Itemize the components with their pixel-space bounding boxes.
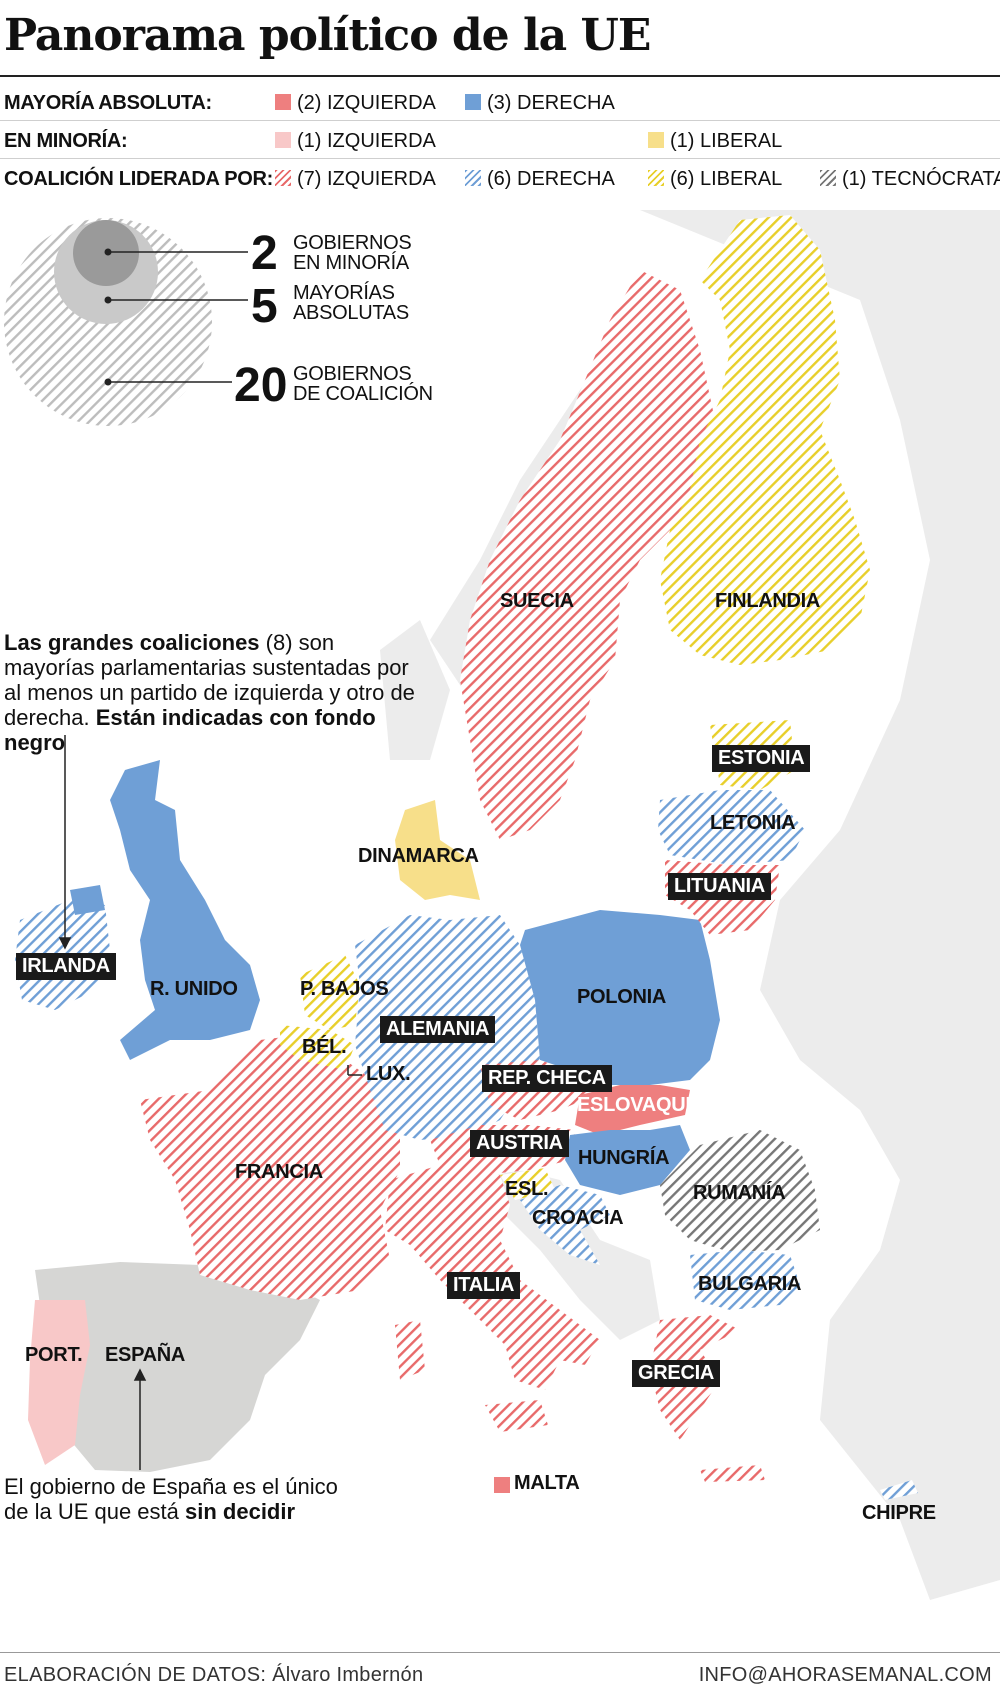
- legend-heading: EN MINORÍA:: [4, 130, 128, 152]
- country-spain: [35, 1262, 320, 1472]
- label-malta: MALTA: [514, 1472, 580, 1494]
- label-germany: ALEMANIA: [380, 1016, 496, 1043]
- summary-leader-lines: [108, 251, 248, 383]
- country-denmark: [395, 800, 480, 900]
- legend-item: (1) LIBERAL: [648, 130, 782, 153]
- country-poland: [520, 910, 720, 1085]
- solid-yellow-swatch: [648, 132, 664, 148]
- hatch-yellow-swatch: [648, 170, 664, 186]
- footer-credit: ELABORACIÓN DE DATOS: Álvaro Imbernón: [4, 1664, 424, 1686]
- country-romania: [660, 1130, 820, 1252]
- legend-item: (2) IZQUIERDA: [275, 92, 436, 115]
- solid-red-swatch: [275, 94, 291, 110]
- country-slovakia: [575, 1085, 690, 1135]
- label-italy: ITALIA: [447, 1272, 521, 1299]
- country-malta: [494, 1477, 510, 1493]
- legend-row-minority: EN MINORÍA: (1) IZQUIERDA (1) LIBERAL: [0, 122, 1000, 159]
- country-bulgaria: [690, 1250, 800, 1310]
- legend-item: (7) IZQUIERDA: [275, 168, 436, 191]
- hatch-blue-swatch: [465, 170, 481, 186]
- label-finland: FINLANDIA: [715, 590, 821, 612]
- label-estonia: ESTONIA: [712, 745, 811, 772]
- label-poland: POLONIA: [577, 986, 667, 1008]
- label-france: FRANCIA: [235, 1161, 323, 1183]
- legend-item: (3) DERECHA: [465, 92, 615, 115]
- legend-heading: MAYORÍA ABSOLUTA:: [4, 92, 212, 114]
- coalition-label: GOBIERNOS DE COALICIÓN: [293, 363, 433, 405]
- label-czech-republic: REP. CHECA: [482, 1065, 612, 1092]
- label-greece: GRECIA: [632, 1360, 720, 1387]
- legend-row-majority: MAYORÍA ABSOLUTA: (2) IZQUIERDA (3) DERE…: [0, 84, 1000, 121]
- label-cyprus: CHIPRE: [862, 1502, 936, 1524]
- footer-contact: INFO@AHORASEMANAL.COM: [698, 1664, 992, 1686]
- country-hungary: [565, 1125, 690, 1195]
- minority-count: 2: [251, 227, 278, 280]
- label-luxembourg: LUX.: [366, 1063, 411, 1085]
- country-portugal: [28, 1300, 90, 1465]
- country-cyprus: [880, 1480, 918, 1500]
- annotation-arrows: [58, 735, 362, 1470]
- hatch-red-swatch: [275, 170, 291, 186]
- legend-heading: COALICIÓN LIDERADA POR:: [4, 168, 274, 190]
- legend-item: (6) DERECHA: [465, 168, 615, 191]
- country-netherlands: [300, 955, 360, 1030]
- label-hungary: HUNGRÍA: [578, 1147, 670, 1169]
- solid-blue-swatch: [465, 94, 481, 110]
- majority-label: MAYORÍAS ABSOLUTAS: [293, 282, 409, 324]
- country-uk: [110, 760, 260, 1060]
- legend-item: (6) LIBERAL: [648, 168, 782, 191]
- label-uk: R. UNIDO: [150, 978, 238, 1000]
- label-lithuania: LITUANIA: [668, 873, 771, 900]
- legend-item: (1) TECNÓCRATA: [820, 168, 1000, 191]
- label-austria: AUSTRIA: [470, 1130, 569, 1157]
- label-slovenia: ESL.: [505, 1178, 549, 1200]
- country-sicily: [485, 1400, 548, 1432]
- country-crete: [700, 1465, 765, 1482]
- spain-note: El gobierno de España es el único de la …: [4, 1474, 338, 1524]
- label-romania: RUMANÍA: [693, 1182, 786, 1204]
- majority-count: 5: [251, 280, 278, 333]
- country-slovenia: [500, 1168, 555, 1200]
- country-northern-ireland: [70, 885, 105, 915]
- label-belgium: BÉL.: [302, 1036, 347, 1058]
- country-latvia: [658, 790, 805, 865]
- label-netherlands: P. BAJOS: [300, 978, 389, 1000]
- label-latvia: LETONIA: [710, 812, 796, 834]
- title-rule: [0, 75, 1000, 77]
- label-bulgaria: BULGARIA: [698, 1273, 802, 1295]
- label-slovakia: ESLOVAQUIA: [577, 1094, 705, 1116]
- legend-row-coalition: COALICIÓN LIDERADA POR: (7) IZQUIERDA (6…: [0, 160, 1000, 196]
- minority-label: GOBIERNOS EN MINORÍA: [293, 232, 412, 274]
- label-croatia: CROACIA: [532, 1207, 624, 1229]
- europe-map: [4, 210, 1000, 1600]
- country-belgium: [280, 1025, 355, 1070]
- label-portugal: PORT.: [25, 1344, 83, 1366]
- label-ireland: IRLANDA: [16, 953, 116, 980]
- label-denmark: DINAMARCA: [358, 845, 479, 867]
- footer-rule: [0, 1652, 1000, 1653]
- summary-leader-dots: [104, 248, 112, 386]
- legend-item: (1) IZQUIERDA: [275, 130, 436, 153]
- country-sweden: [460, 270, 715, 840]
- hatch-grey-swatch: [820, 170, 836, 186]
- country-sardinia: [395, 1320, 425, 1380]
- grand-coalition-note: Las grandes coaliciones (8) son mayorías…: [4, 630, 415, 755]
- page-title: Panorama político de la UE: [4, 10, 651, 61]
- label-spain: ESPAÑA: [105, 1344, 186, 1366]
- solid-pink-swatch: [275, 132, 291, 148]
- country-france: [140, 1035, 400, 1300]
- country-croatia: [520, 1185, 610, 1265]
- country-finland: [660, 215, 870, 665]
- coalition-count: 20: [234, 359, 288, 412]
- label-sweden: SUECIA: [500, 590, 574, 612]
